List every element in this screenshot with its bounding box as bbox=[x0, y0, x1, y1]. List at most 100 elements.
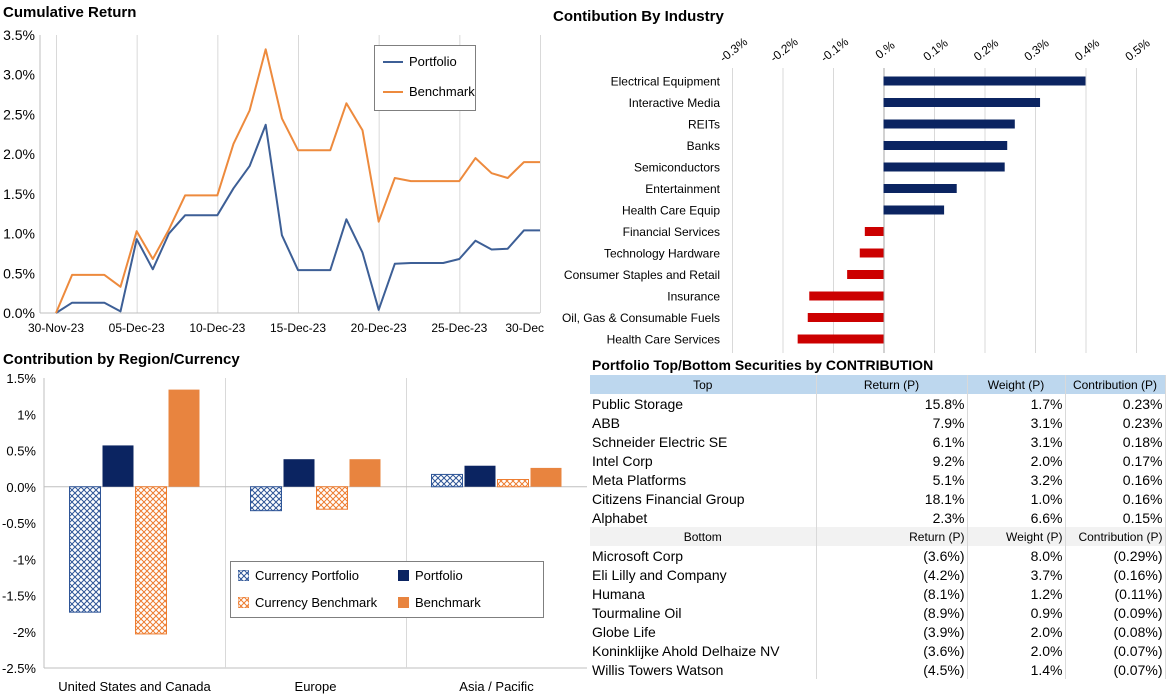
value-cell: 1.7% bbox=[967, 394, 1066, 413]
value-cell: (0.08%) bbox=[1065, 622, 1166, 641]
y-tick-label: 0.5% bbox=[3, 265, 35, 281]
security-name-cell: Public Storage bbox=[590, 394, 817, 413]
value-cell: 1.4% bbox=[967, 660, 1066, 679]
value-cell: 15.8% bbox=[816, 394, 968, 413]
value-cell: (8.1%) bbox=[816, 584, 968, 603]
value-cell: Contribution (P) bbox=[1065, 527, 1166, 546]
region-bar bbox=[316, 486, 348, 510]
table-row: Meta Platforms 5.1% 3.2% 0.16% bbox=[590, 470, 1166, 489]
industry-bar bbox=[859, 248, 884, 258]
value-cell: 7.9% bbox=[816, 413, 968, 432]
value-cell: 1.0% bbox=[967, 489, 1066, 508]
industry-bar bbox=[883, 184, 957, 193]
value-cell: 2.0% bbox=[967, 622, 1066, 641]
value-cell: 0.17% bbox=[1065, 451, 1166, 470]
y-tick-label: 1.0% bbox=[3, 226, 35, 242]
legend-item-benchmark-region: Benchmark bbox=[398, 595, 481, 610]
industry-bar bbox=[883, 141, 1008, 150]
value-cell: 2.3% bbox=[816, 508, 968, 527]
table-row: Public Storage 15.8% 1.7% 0.23% bbox=[590, 394, 1166, 413]
value-cell: 6.1% bbox=[816, 432, 968, 451]
securities-table: Top Return (P) Weight (P) Contribution (P) P… bbox=[590, 375, 1166, 679]
y-tick-label: -0.5% bbox=[2, 516, 36, 531]
value-cell: 9.2% bbox=[816, 451, 968, 470]
y-tick-label: 1.5% bbox=[3, 186, 35, 202]
industry-bar bbox=[883, 76, 1086, 86]
region-bar bbox=[497, 479, 529, 488]
x-tick-label: 30-Dec bbox=[505, 321, 544, 335]
security-name-cell: Tourmaline Oil bbox=[590, 603, 817, 622]
y-tick-label: 2.5% bbox=[3, 106, 35, 122]
x-tick-label: 20-Dec-23 bbox=[351, 321, 407, 335]
value-cell: Return (P) bbox=[816, 375, 968, 394]
industry-bar bbox=[883, 205, 945, 215]
category-label: Consumer Staples and Retail bbox=[564, 268, 720, 282]
category-label: REITs bbox=[688, 118, 720, 132]
table-header-row: Bottom Return (P) Weight (P) Contribution (… bbox=[590, 527, 1166, 546]
value-cell: 0.15% bbox=[1065, 508, 1166, 527]
value-cell: 0.9% bbox=[967, 603, 1066, 622]
industry-bar bbox=[883, 162, 1005, 172]
security-name-cell: Alphabet bbox=[590, 508, 817, 527]
security-name-cell: Koninklijke Ahold Delhaize NV bbox=[590, 641, 817, 660]
category-label: Electrical Equipment bbox=[611, 75, 721, 89]
region-bar bbox=[464, 465, 496, 487]
region-bar bbox=[135, 486, 167, 635]
region-bar bbox=[250, 486, 282, 512]
legend-item-benchmark: Benchmark bbox=[383, 84, 475, 99]
category-label: Health Care Equip bbox=[622, 204, 720, 218]
legend-item-currency-portfolio: Currency Portfolio bbox=[238, 568, 359, 583]
x-tick-label: 0.2% bbox=[971, 36, 1001, 64]
table-row: Koninklijke Ahold Delhaize NV (3.6%) 2.0%(… bbox=[590, 641, 1166, 660]
legend-label-portfolio-region: Portfolio bbox=[415, 568, 463, 583]
value-cell: 2.0% bbox=[967, 451, 1066, 470]
value-cell: 3.7% bbox=[967, 565, 1066, 584]
value-cell: Weight (P) bbox=[967, 375, 1066, 394]
value-cell: 3.1% bbox=[967, 413, 1066, 432]
value-cell: (0.11%) bbox=[1065, 584, 1166, 603]
value-cell: Return (P) bbox=[816, 527, 968, 546]
benchmark-bar-swatch bbox=[398, 597, 409, 608]
x-tick-label: 0.4% bbox=[1072, 36, 1102, 64]
security-name-cell: Willis Towers Watson bbox=[590, 660, 817, 679]
y-tick-label: -2% bbox=[13, 625, 37, 640]
region-bar bbox=[69, 486, 101, 613]
category-label: Oil, Gas & Consumable Fuels bbox=[562, 311, 720, 325]
y-tick-label: 1% bbox=[17, 407, 36, 422]
security-name-cell: Bottom bbox=[590, 527, 817, 546]
y-tick-label: 3.5% bbox=[3, 27, 35, 43]
category-label: Health Care Services bbox=[607, 333, 720, 347]
legend-label-currency-benchmark: Currency Benchmark bbox=[255, 595, 378, 610]
y-tick-label: 2.0% bbox=[3, 146, 35, 162]
legend-label-benchmark: Benchmark bbox=[409, 84, 475, 99]
security-name-cell: Globe Life bbox=[590, 622, 817, 641]
category-label: Banks bbox=[687, 139, 720, 153]
region-bar bbox=[102, 445, 134, 487]
legend-label-benchmark-region: Benchmark bbox=[415, 595, 481, 610]
legend-item-portfolio: Portfolio bbox=[383, 54, 457, 69]
industry-bar bbox=[847, 270, 884, 279]
x-tick-label: 0.% bbox=[873, 38, 898, 62]
x-tick-label: 25-Dec-23 bbox=[431, 321, 487, 335]
security-name-cell: Top bbox=[590, 375, 817, 394]
x-tick-label: 10-Dec-23 bbox=[189, 321, 245, 335]
cumulative-return-title: Cumulative Return bbox=[3, 4, 137, 21]
legend-item-currency-benchmark: Currency Benchmark bbox=[238, 595, 377, 610]
currency-benchmark-swatch bbox=[238, 597, 249, 608]
value-cell: 3.1% bbox=[967, 432, 1066, 451]
category-label: United States and Canada bbox=[58, 679, 211, 694]
portfolio-line-swatch bbox=[383, 60, 403, 63]
legend-label-currency-portfolio: Currency Portfolio bbox=[255, 568, 360, 583]
legend-item-portfolio-region: Portfolio bbox=[398, 568, 463, 583]
value-cell: 0.23% bbox=[1065, 413, 1166, 432]
value-cell: 0.18% bbox=[1065, 432, 1166, 451]
value-cell: 8.0% bbox=[967, 546, 1066, 565]
value-cell: 2.0% bbox=[967, 641, 1066, 660]
x-tick-label: 0.5% bbox=[1122, 36, 1152, 64]
value-cell: (0.09%) bbox=[1065, 603, 1166, 622]
x-tick-label: -0.2% bbox=[767, 34, 801, 65]
series-line-portfolio bbox=[55, 123, 540, 314]
table-row: ABB 7.9% 3.1% 0.23% bbox=[590, 413, 1166, 432]
category-label: Insurance bbox=[667, 290, 720, 304]
category-label: Financial Services bbox=[623, 225, 720, 239]
